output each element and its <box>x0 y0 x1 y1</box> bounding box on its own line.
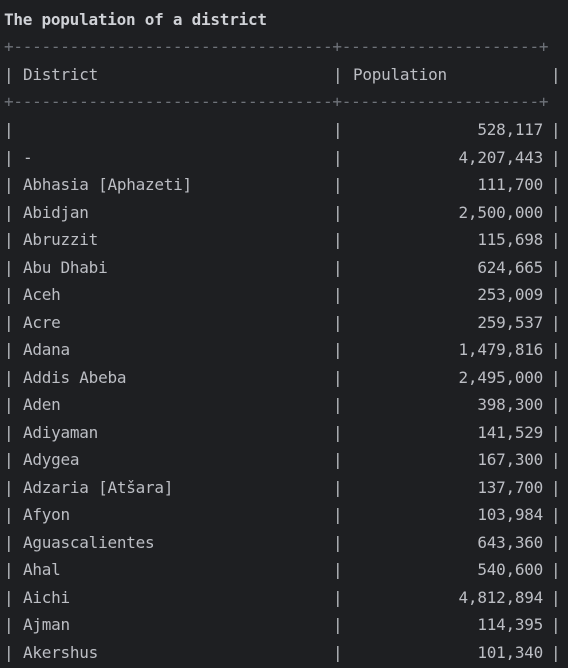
cell-population: 528,117 <box>477 120 543 139</box>
table-header-row: | District | Population | <box>0 61 568 88</box>
table-row: | Adiyaman | 141,529 | <box>0 419 568 446</box>
query-title: The population of a district <box>4 10 267 29</box>
table-border-header: +----------------------------------+----… <box>4 92 549 111</box>
table-row: | | 528,117 | <box>0 116 568 143</box>
cell-population: 101,340 <box>477 642 543 662</box>
table-row: | Adzaria [Atšara] | 137,700 | <box>0 474 568 501</box>
cell-population: 137,700 <box>477 477 543 497</box>
table-row: | Akershus | 101,340 | <box>0 639 568 666</box>
table-row: | Ajman | 114,395 | <box>0 611 568 638</box>
table-row: | Abhasia [Aphazeti] | 111,700 | <box>0 171 568 198</box>
cell-district: Adygea <box>23 450 80 469</box>
cell-district: Aden <box>23 395 61 414</box>
cell-district: Afyon <box>23 505 70 524</box>
cell-population: 111,700 <box>477 175 543 194</box>
cell-population: 114,395 <box>477 615 543 634</box>
cell-district: Aceh <box>23 285 61 304</box>
cell-district: Acre <box>23 312 61 332</box>
table-row: | Abruzzit | 115,698 | <box>0 226 568 253</box>
table-row: | Aguascalientes | 643,360 | <box>0 529 568 556</box>
cell-district: Aguascalientes <box>23 532 155 552</box>
cell-district: Aichi <box>23 587 70 607</box>
table-row: | Addis Abeba | 2,495,000 | <box>0 364 568 391</box>
table-border-top: +----------------------------------+----… <box>4 37 549 56</box>
cell-district: Abruzzit <box>23 230 99 249</box>
cell-population: 259,537 <box>477 312 543 332</box>
table-row: | Adygea | 167,300 | <box>0 446 568 473</box>
cell-population: 103,984 <box>477 505 543 524</box>
table-row: | Aden | 398,300 | <box>0 391 568 418</box>
cell-district: Addis Abeba <box>23 367 127 387</box>
cell-district: Adana <box>23 340 70 359</box>
cell-district: Akershus <box>23 642 99 662</box>
cell-district: Ajman <box>23 615 70 634</box>
cell-population: 115,698 <box>477 230 543 249</box>
cell-population: 4,812,894 <box>458 587 544 607</box>
cell-population: 4,207,443 <box>458 147 544 167</box>
cell-population: 167,300 <box>477 450 543 469</box>
table-row: | Adana | 1,479,816 | <box>0 336 568 363</box>
cell-population: 1,479,816 <box>458 340 544 359</box>
cell-population: 540,600 <box>477 560 543 579</box>
table-row: | Aceh | 253,009 | <box>0 281 568 308</box>
cell-district: Abhasia [Aphazeti] <box>23 175 192 194</box>
column-header-population: Population <box>353 65 447 84</box>
table-row: | Acre | 259,537 | <box>0 309 568 336</box>
cell-population: 2,500,000 <box>458 202 544 222</box>
table-row: | Abu Dhabi | 624,665 | <box>0 254 568 281</box>
table-row: | Aichi | 4,812,894 | <box>0 584 568 611</box>
cell-population: 643,360 <box>477 532 543 552</box>
cell-district: Abu Dhabi <box>23 257 108 277</box>
table-row: | Ahal | 540,600 | <box>0 556 568 583</box>
column-header-district: District <box>23 65 99 84</box>
cell-population: 624,665 <box>477 257 543 277</box>
cell-population: 141,529 <box>477 422 543 442</box>
cell-district: Ahal <box>23 560 61 579</box>
cell-population: 398,300 <box>477 395 543 414</box>
table-row: | Afyon | 103,984 | <box>0 501 568 528</box>
cell-district: Adzaria [Atšara] <box>23 477 174 497</box>
cell-population: 2,495,000 <box>458 367 544 387</box>
cell-district: - <box>23 147 33 167</box>
table-row: | - | 4,207,443 | <box>0 144 568 171</box>
cell-district: Adiyaman <box>23 422 99 442</box>
cell-population: 253,009 <box>477 285 543 304</box>
table-row: | Abidjan | 2,500,000 | <box>0 199 568 226</box>
cell-district: Abidjan <box>23 202 89 222</box>
